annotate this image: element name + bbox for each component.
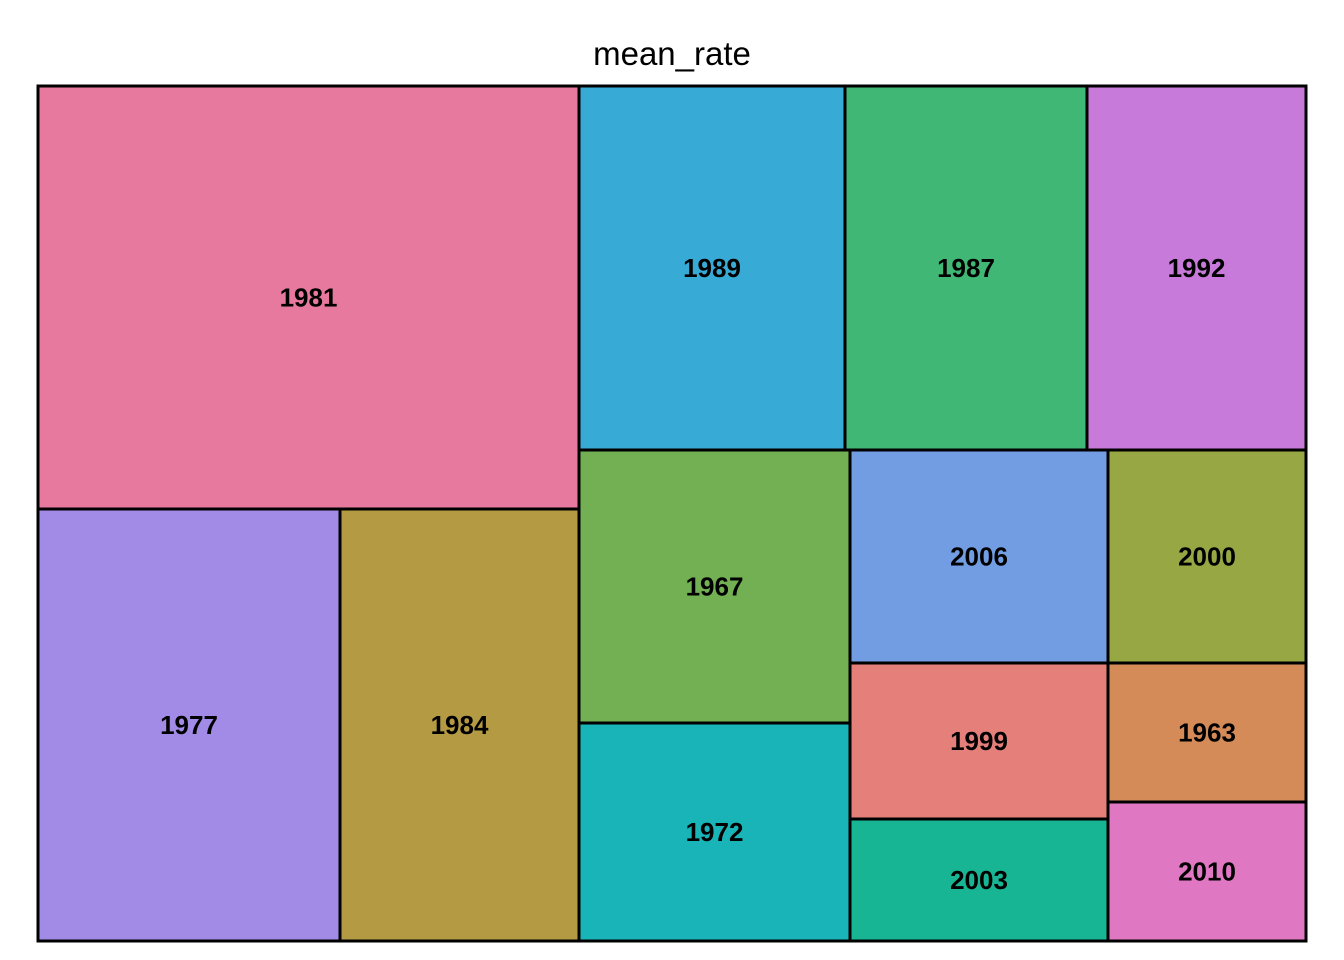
chart-title: mean_rate — [593, 35, 751, 72]
treemap-tile-1989 — [577, 84, 847, 452]
treemap-tile-label-2003: 2003 — [950, 865, 1008, 895]
treemap-tile-label-1999: 1999 — [950, 726, 1008, 756]
treemap-tile-label-1977: 1977 — [160, 710, 218, 740]
treemap-tile-2010 — [1106, 800, 1308, 943]
treemap-tile-label-1989: 1989 — [683, 253, 741, 283]
treemap-tile-1967 — [577, 448, 852, 725]
treemap-tile-1963 — [1106, 661, 1308, 804]
treemap-tile-label-1972: 1972 — [686, 817, 744, 847]
treemap-tile-label-2000: 2000 — [1178, 542, 1236, 572]
treemap-tile-label-1981: 1981 — [280, 283, 338, 313]
treemap-tile-label-1984: 1984 — [431, 710, 489, 740]
treemap-tile-label-1987: 1987 — [937, 253, 995, 283]
treemap-tile-label-1963: 1963 — [1178, 718, 1236, 748]
treemap-tile-label-1992: 1992 — [1168, 253, 1226, 283]
treemap-tile-1972 — [577, 721, 852, 943]
treemap-tile-label-1967: 1967 — [686, 572, 744, 602]
treemap-tile-2006 — [848, 448, 1110, 665]
treemap-tiles: 1981 1977 1984 1989 1987 1992 1967 1972 2006 2000… — [36, 84, 1308, 943]
treemap-tile-2000 — [1106, 448, 1308, 665]
treemap-tile-1984 — [338, 507, 581, 943]
treemap-tile-1977 — [36, 507, 342, 943]
treemap-border — [36, 84, 1308, 943]
treemap-tile-label-2006: 2006 — [950, 542, 1008, 572]
treemap-tile-1981 — [36, 84, 581, 511]
treemap-tile-2003 — [848, 817, 1110, 943]
treemap-tile-label-2010: 2010 — [1178, 857, 1236, 887]
